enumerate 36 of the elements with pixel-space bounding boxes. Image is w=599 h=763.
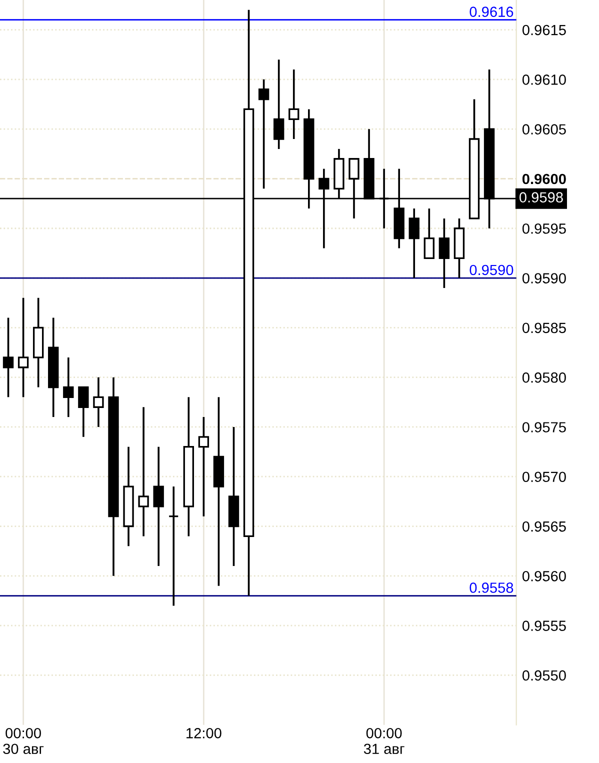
x-tick-label: 12:00	[186, 728, 222, 738]
x-tick-label: 00:00 30 авг	[3, 728, 44, 754]
y-tick-label: 0.9595	[522, 223, 566, 234]
candlestick	[138, 406, 149, 538]
candlestick	[18, 296, 29, 398]
y-tick-label: 0.9605	[522, 124, 566, 135]
candlestick	[288, 68, 300, 140]
candlestick	[198, 416, 210, 518]
ref-line-label: 0.9616	[470, 6, 514, 17]
y-tick-label: 0.9610	[522, 74, 566, 85]
candlestick	[408, 208, 420, 279]
y-tick-label: 0.9615	[522, 24, 566, 36]
ref-line-label: 0.9590	[470, 264, 514, 276]
candlestick	[424, 208, 434, 260]
candlestick	[273, 58, 284, 150]
candlestick	[78, 386, 89, 438]
y-tick-label: 0.9550	[522, 670, 566, 681]
ref-line-label: 0.9598	[519, 192, 563, 203]
y-tick-label: 0.9590	[522, 273, 566, 284]
y-tick-label: 0.9560	[522, 571, 566, 582]
candlestick	[168, 486, 179, 607]
y-tick-label: 0.9555	[522, 620, 566, 631]
y-tick-label: 0.9600	[522, 174, 566, 184]
y-tick-label: 0.9575	[522, 422, 566, 432]
candlestick	[2, 316, 14, 398]
y-tick-label: 0.9570	[522, 472, 566, 482]
candlestick	[93, 376, 104, 428]
candlestick	[258, 78, 270, 190]
y-tick-label: 0.9565	[522, 521, 566, 532]
y-tick-label: 0.9585	[522, 322, 566, 334]
y-tick-label: 0.9580	[522, 372, 566, 383]
x-tick-label: 00:00 31 авг	[364, 728, 404, 754]
candlestick	[438, 218, 450, 289]
ref-line-label: 0.9558	[470, 582, 514, 593]
candlestick	[63, 356, 74, 418]
candlestick	[153, 446, 164, 567]
